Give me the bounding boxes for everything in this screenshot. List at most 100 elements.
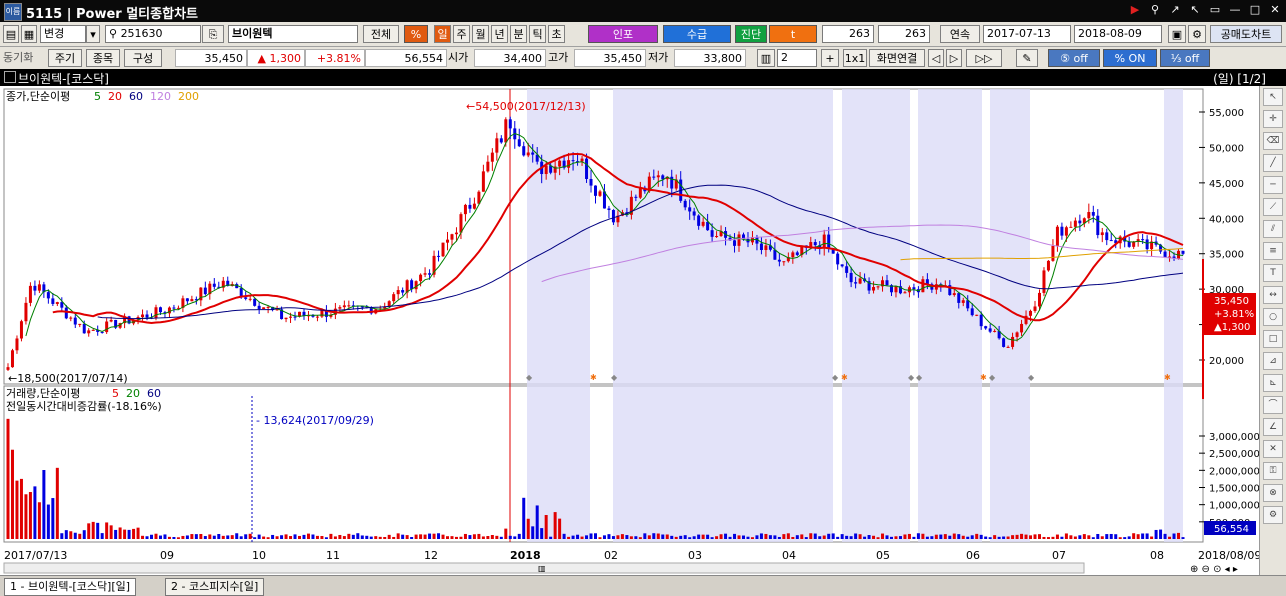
- toggle-3[interactable]: ⅓ off: [1160, 49, 1210, 67]
- chevron-down-icon[interactable]: ▾: [86, 25, 100, 43]
- magnet-tool-icon[interactable]: ⊗: [1263, 484, 1283, 502]
- volume-bar: [638, 537, 642, 539]
- volume-bar: [405, 535, 409, 539]
- restore-icon[interactable]: ▭: [1209, 3, 1221, 16]
- hline-tool-icon[interactable]: ─: [1263, 176, 1283, 194]
- fan-tool-icon[interactable]: ⊾: [1263, 374, 1283, 392]
- cycle-tool-icon[interactable]: ⌒: [1263, 396, 1283, 414]
- volume-bar: [33, 486, 37, 539]
- count-input-2[interactable]: 263: [878, 25, 930, 43]
- toggle-1[interactable]: ⑤ off: [1048, 49, 1100, 67]
- lock-tool-icon[interactable]: ⚿: [1263, 462, 1283, 480]
- line-tool-icon[interactable]: ╱: [1263, 154, 1283, 172]
- volume-bar: [840, 534, 844, 539]
- prev-icon[interactable]: ◁: [928, 49, 944, 67]
- gann-tool-icon[interactable]: ⊿: [1263, 352, 1283, 370]
- pen-icon[interactable]: ✎: [1016, 49, 1038, 67]
- screen-link-button[interactable]: 화면연결: [869, 49, 925, 67]
- candle-body: [401, 290, 405, 293]
- volume-bar: [486, 536, 490, 539]
- period-button-6[interactable]: 초: [548, 25, 565, 43]
- period-button-3[interactable]: 년: [491, 25, 508, 43]
- chart-title: 브이원텍-[코스닥]: [18, 72, 109, 86]
- stock-chart[interactable]: 55,00050,00045,00040,00035,00030,00025,0…: [0, 69, 1260, 575]
- all-button[interactable]: 전체: [363, 25, 399, 43]
- trend-tool-icon[interactable]: ⟋: [1263, 198, 1283, 216]
- play-icon[interactable]: ▶: [1130, 3, 1140, 16]
- candle-body: [656, 175, 660, 178]
- info-button[interactable]: 인포: [588, 25, 658, 43]
- chart-menu-icon[interactable]: [4, 71, 16, 83]
- period-button-0[interactable]: 일: [434, 25, 451, 43]
- code-search-icon[interactable]: ⎘: [202, 25, 224, 43]
- mode-select[interactable]: 변경: [40, 25, 86, 43]
- period-button-2[interactable]: 월: [472, 25, 489, 43]
- toggle-2[interactable]: % ON: [1103, 49, 1157, 67]
- compose-button[interactable]: 구성: [124, 49, 162, 67]
- rect-tool-icon[interactable]: □: [1263, 330, 1283, 348]
- period-button-5[interactable]: 틱: [529, 25, 546, 43]
- date-from-input[interactable]: 2017-07-13: [983, 25, 1071, 43]
- link2-icon[interactable]: ↖: [1190, 3, 1200, 16]
- maximize-icon[interactable]: □: [1249, 3, 1261, 16]
- diagnosis-button[interactable]: 진단: [735, 25, 767, 43]
- volume-bar: [60, 533, 64, 539]
- eraser-tool-icon[interactable]: ⌫: [1263, 132, 1283, 150]
- volume-bar: [329, 533, 333, 539]
- menu-icon[interactable]: ▤: [3, 25, 19, 43]
- date-to-input[interactable]: 2018-08-09: [1074, 25, 1162, 43]
- period-button-4[interactable]: 분: [510, 25, 527, 43]
- crosshair-tool-icon[interactable]: ✛: [1263, 110, 1283, 128]
- candle-body: [60, 302, 64, 308]
- circle-tool-icon[interactable]: ○: [1263, 308, 1283, 326]
- tab-chart-2[interactable]: 2 - 코스피지수[일]: [165, 578, 265, 596]
- text-tool-icon[interactable]: T: [1263, 264, 1283, 282]
- chart-window[interactable]: 브이원텍-[코스닥] (일) [1/2] 55,000 50,000 45,000 4…: [0, 69, 1286, 575]
- fib-tool-icon[interactable]: ≡: [1263, 242, 1283, 260]
- count-input-1[interactable]: 263: [822, 25, 874, 43]
- config-tool-icon[interactable]: ⚙: [1263, 506, 1283, 524]
- minimize-icon[interactable]: —: [1229, 3, 1241, 16]
- period-button-1[interactable]: 주: [453, 25, 470, 43]
- volume-bar: [1064, 533, 1068, 539]
- next-icon[interactable]: ▷: [946, 49, 962, 67]
- short-sell-chart-button[interactable]: 공매도차트: [1210, 25, 1282, 43]
- cursor-tool-icon[interactable]: ↖: [1263, 88, 1283, 106]
- delete-tool-icon[interactable]: ✕: [1263, 440, 1283, 458]
- export-icon[interactable]: ▣: [1168, 25, 1186, 43]
- search-icon[interactable]: ⚲: [1150, 3, 1160, 16]
- volume-bar: [396, 533, 400, 539]
- arrow-tool-icon[interactable]: ↔: [1263, 286, 1283, 304]
- item-button[interactable]: 종목: [86, 49, 120, 67]
- volume-bar: [943, 534, 947, 539]
- volume-bar: [939, 534, 943, 539]
- candle-body: [1033, 306, 1037, 311]
- angle-tool-icon[interactable]: ∠: [1263, 418, 1283, 436]
- code-input[interactable]: ⚲ 251630: [105, 25, 201, 43]
- ratio-button[interactable]: 1x1: [843, 49, 867, 67]
- layout-icon[interactable]: ▥: [757, 49, 775, 67]
- t-button[interactable]: t: [769, 25, 817, 43]
- settings-icon[interactable]: ⚙: [1188, 25, 1206, 43]
- continuous-button[interactable]: 연속: [940, 25, 980, 43]
- close-icon[interactable]: ✕: [1270, 3, 1280, 16]
- link-icon[interactable]: ↗: [1170, 3, 1180, 16]
- ma-label-3: 120: [150, 90, 171, 103]
- percent-button[interactable]: %: [404, 25, 428, 43]
- tab-chart-1[interactable]: 1 - 브이원텍-[코스닥][일]: [4, 578, 137, 596]
- volume-bar: [907, 533, 911, 539]
- cycle-button[interactable]: 주기: [48, 49, 82, 67]
- candle-body: [881, 280, 885, 287]
- save-icon[interactable]: ▦: [21, 25, 37, 43]
- sync-label[interactable]: 동기화: [3, 51, 34, 64]
- channel-tool-icon[interactable]: ⫽: [1263, 220, 1283, 238]
- candle-body: [975, 314, 979, 316]
- supply-button[interactable]: 수급: [663, 25, 731, 43]
- candle-body: [100, 331, 104, 333]
- date-label-4: 12: [424, 549, 438, 562]
- layout-count-select[interactable]: 2: [777, 49, 817, 67]
- add-icon[interactable]: +: [821, 49, 839, 67]
- candle-body: [598, 191, 602, 196]
- candle-body: [235, 284, 239, 289]
- skip-icon[interactable]: ▷▷: [966, 49, 1002, 67]
